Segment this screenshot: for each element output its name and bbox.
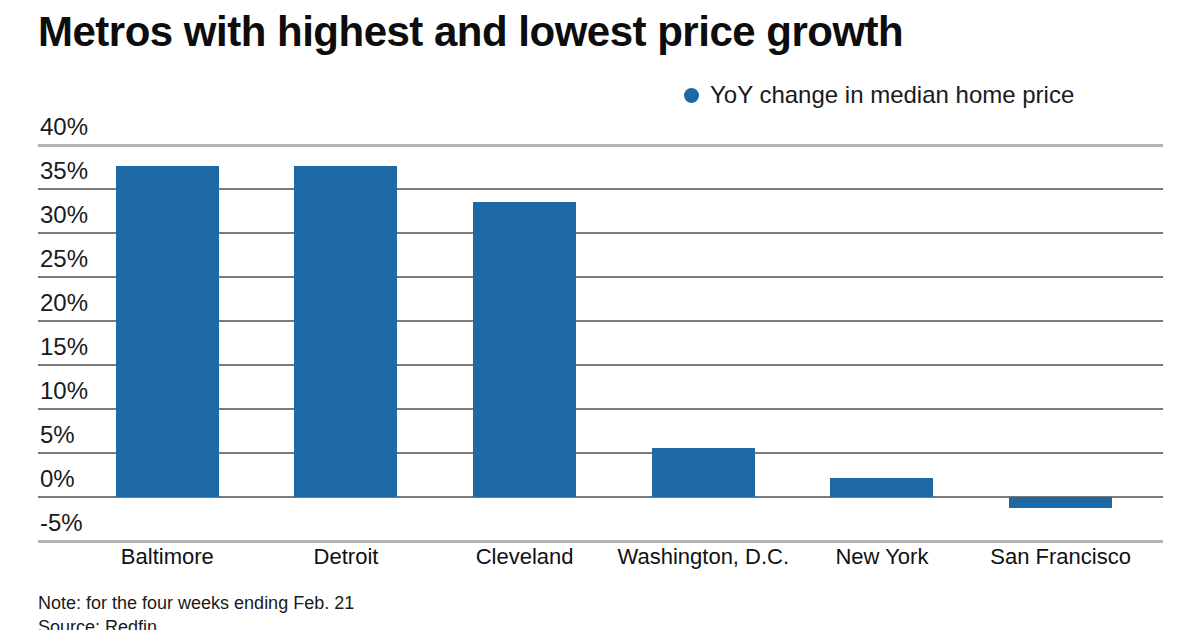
y-axis-tick-label: 20% [40,288,88,318]
y-axis-tick-label: 30% [40,200,88,230]
bar-new-york [830,478,933,497]
x-axis-category-label: Baltimore [67,544,267,570]
bar-chart: 40% 35% 30% 25% 20% 15% 10% 5% 0% -5% BaltimoreDet… [0,0,1200,630]
note-text: Note: for the four weeks ending Feb. 21 [38,591,354,615]
x-axis-category-label: New York [782,544,982,570]
source-text: Source: Redfin [38,615,354,630]
bar-detroit [294,166,397,497]
page-root: { "title": "Metros with highest and lowe… [0,0,1200,630]
bar-cleveland [473,202,576,497]
y-axis-tick-label: 25% [40,244,88,274]
x-axis-category-label: Washington, D.C. [603,544,803,570]
plot-border-line [38,144,1163,147]
y-axis-tick-label: 5% [40,420,75,450]
y-axis-tick-label: 15% [40,332,88,362]
y-axis-tick-label: 35% [40,156,88,186]
plot-border-line [38,540,1163,543]
y-axis-tick-label: 0% [40,464,75,494]
y-axis-tick-label: 40% [40,112,88,142]
bar-washington-d-c [652,448,755,497]
footnote: Note: for the four weeks ending Feb. 21 … [38,591,354,630]
x-axis-category-label: Detroit [246,544,446,570]
bar-baltimore [116,166,219,497]
x-axis-category-label: San Francisco [961,544,1161,570]
bar-san-francisco [1009,497,1112,508]
x-axis-category-label: Cleveland [425,544,625,570]
y-axis-tick-label: -5% [40,508,83,538]
y-axis-tick-label: 10% [40,376,88,406]
